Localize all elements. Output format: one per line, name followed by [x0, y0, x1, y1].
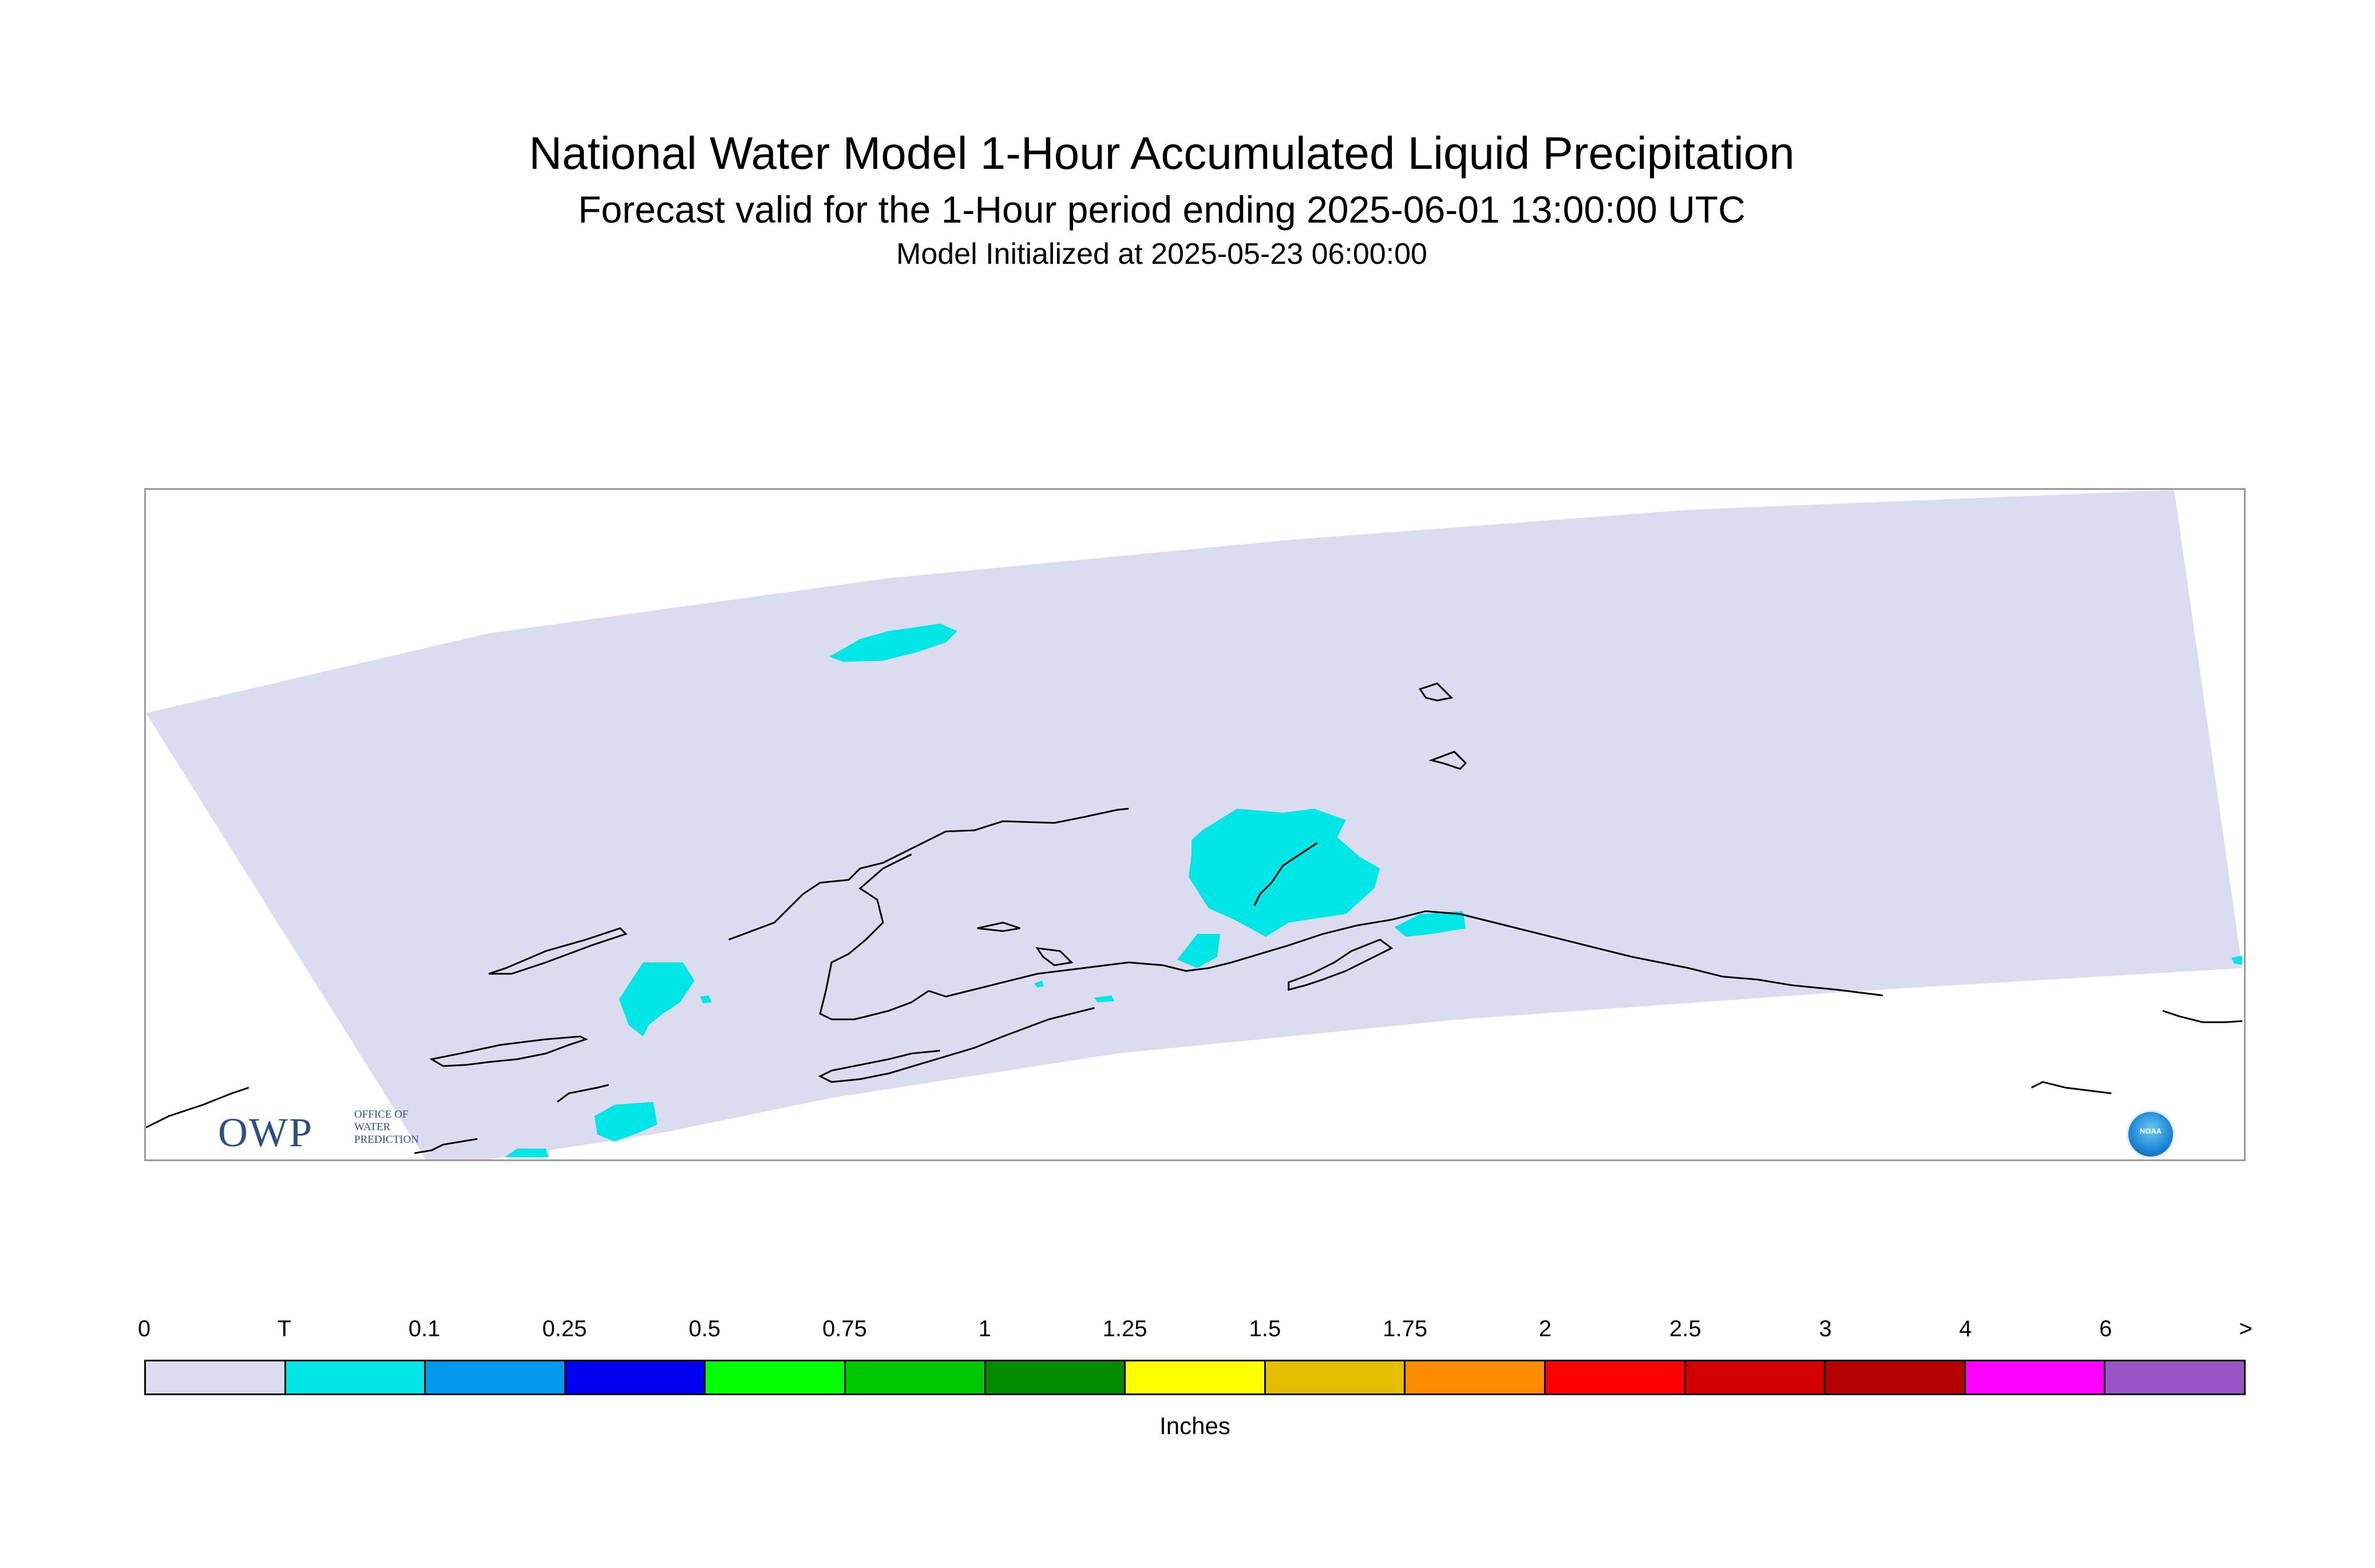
precip-area-west-south	[594, 1102, 658, 1142]
coastline-southeast	[1391, 910, 1883, 996]
legend-color-bar	[144, 1360, 2246, 1395]
precipitation-map	[146, 490, 2243, 1159]
owp-logo: OWP OFFICE OF WATER PREDICTION	[218, 1109, 419, 1157]
legend-tick-label: 0.75	[822, 1316, 867, 1341]
precip-area-west	[619, 962, 695, 1037]
legend-units-label: Inches	[1159, 1412, 1230, 1439]
coastline-cook-inlet	[1253, 842, 1318, 906]
coastline-island-north-1	[1419, 682, 1454, 702]
legend-swatch	[1545, 1361, 1686, 1393]
coastline-north-slope	[728, 807, 1129, 941]
legend-tick-label: 4	[1959, 1316, 1972, 1341]
coastline-st-lawrence	[488, 927, 628, 975]
precip-area-edge	[2231, 955, 2243, 965]
precip-area-small-1	[1034, 980, 1044, 988]
precip-area-southwest	[504, 1149, 549, 1158]
legend-tick-label: 1.75	[1383, 1316, 1428, 1341]
precip-area-central	[1189, 809, 1380, 937]
precip-area-central-south	[1177, 934, 1220, 968]
page-title: National Water Model 1-Hour Accumulated …	[529, 128, 1795, 179]
precipitation-areas	[504, 623, 2243, 1158]
model-init-time: Model Initialized at 2025-05-23 06:00:00	[896, 237, 1427, 271]
legend-swatch	[1965, 1361, 2106, 1393]
legend-swatch	[845, 1361, 986, 1393]
legend-tick-label: 0	[137, 1316, 151, 1341]
coastline-peninsula	[818, 1007, 1095, 1083]
legend-swatch	[1126, 1361, 1266, 1393]
coastline-western	[146, 1087, 250, 1129]
legend-swatch	[2105, 1361, 2244, 1393]
coastline-mainland-west	[819, 853, 929, 1020]
legend-tick-label: 3	[1819, 1316, 1832, 1341]
owp-logo-line1: OFFICE OF	[354, 1108, 409, 1120]
owp-logo-line2: WATER	[354, 1121, 391, 1133]
coastline-gulf	[928, 918, 1392, 998]
legend-tick-label: 0.5	[688, 1316, 721, 1341]
legend-swatch	[706, 1361, 846, 1393]
owp-logo-line3: PREDICTION	[354, 1134, 419, 1146]
legend-tick-label: 2	[1538, 1316, 1552, 1341]
coastline-bering-2	[414, 1138, 478, 1154]
precip-area-small-2	[1094, 995, 1115, 1003]
legend-tick-label: 6	[2099, 1316, 2112, 1341]
legend-tick-label: 1.25	[1102, 1316, 1147, 1341]
noaa-logo-label: NOAA	[2139, 1127, 2162, 1135]
model-domain	[146, 490, 2243, 1159]
precip-area-north	[829, 623, 957, 662]
legend-swatch	[565, 1361, 706, 1393]
legend-swatch	[286, 1361, 426, 1393]
legend-tick-label: 2.5	[1669, 1316, 1701, 1341]
coastlines	[146, 682, 2243, 1154]
legend-tick-labels: 0 T 0.1 0.25 0.5 0.75 1 1.25 1.5 1.75 2 2.5 3 4 6 >	[138, 1316, 2253, 1351]
legend-swatch	[1685, 1361, 1826, 1393]
legend-tick-label: 0.1	[408, 1316, 441, 1341]
coastline-island-1	[977, 921, 1020, 932]
legend-swatch	[146, 1361, 286, 1393]
legend-tick-label: >	[2239, 1316, 2253, 1341]
coastline-island-north-2	[1428, 750, 1467, 770]
precip-area-small-3	[700, 995, 712, 1004]
noaa-logo: NOAA	[2126, 1110, 2175, 1159]
coastline-siberia	[429, 1035, 588, 1067]
coastline-bering-1	[556, 1084, 609, 1103]
legend-swatch	[1826, 1361, 1966, 1393]
legend-swatch	[985, 1361, 1126, 1393]
legend-tick-label: T	[277, 1316, 292, 1341]
legend-tick-label: 0.25	[542, 1316, 587, 1341]
legend-swatch	[1406, 1361, 1546, 1393]
owp-logo-letters: OWP	[218, 1110, 313, 1155]
legend-swatch	[426, 1361, 566, 1393]
map-frame: OWP OFFICE OF WATER PREDICTION NOAA	[144, 488, 2246, 1161]
legend-swatch	[1265, 1361, 1406, 1393]
coastline-island-2	[1035, 947, 1074, 967]
page-subtitle: Forecast valid for the 1-Hour period end…	[578, 188, 1745, 231]
coastline-east-1	[2030, 1081, 2112, 1095]
legend-tick-label: 1	[978, 1316, 991, 1341]
legend-tick-label: 1.5	[1249, 1316, 1281, 1341]
coastline-east-2	[2162, 1009, 2243, 1023]
coastline-kodiak	[1288, 939, 1394, 991]
precip-area-east	[1394, 911, 1466, 937]
